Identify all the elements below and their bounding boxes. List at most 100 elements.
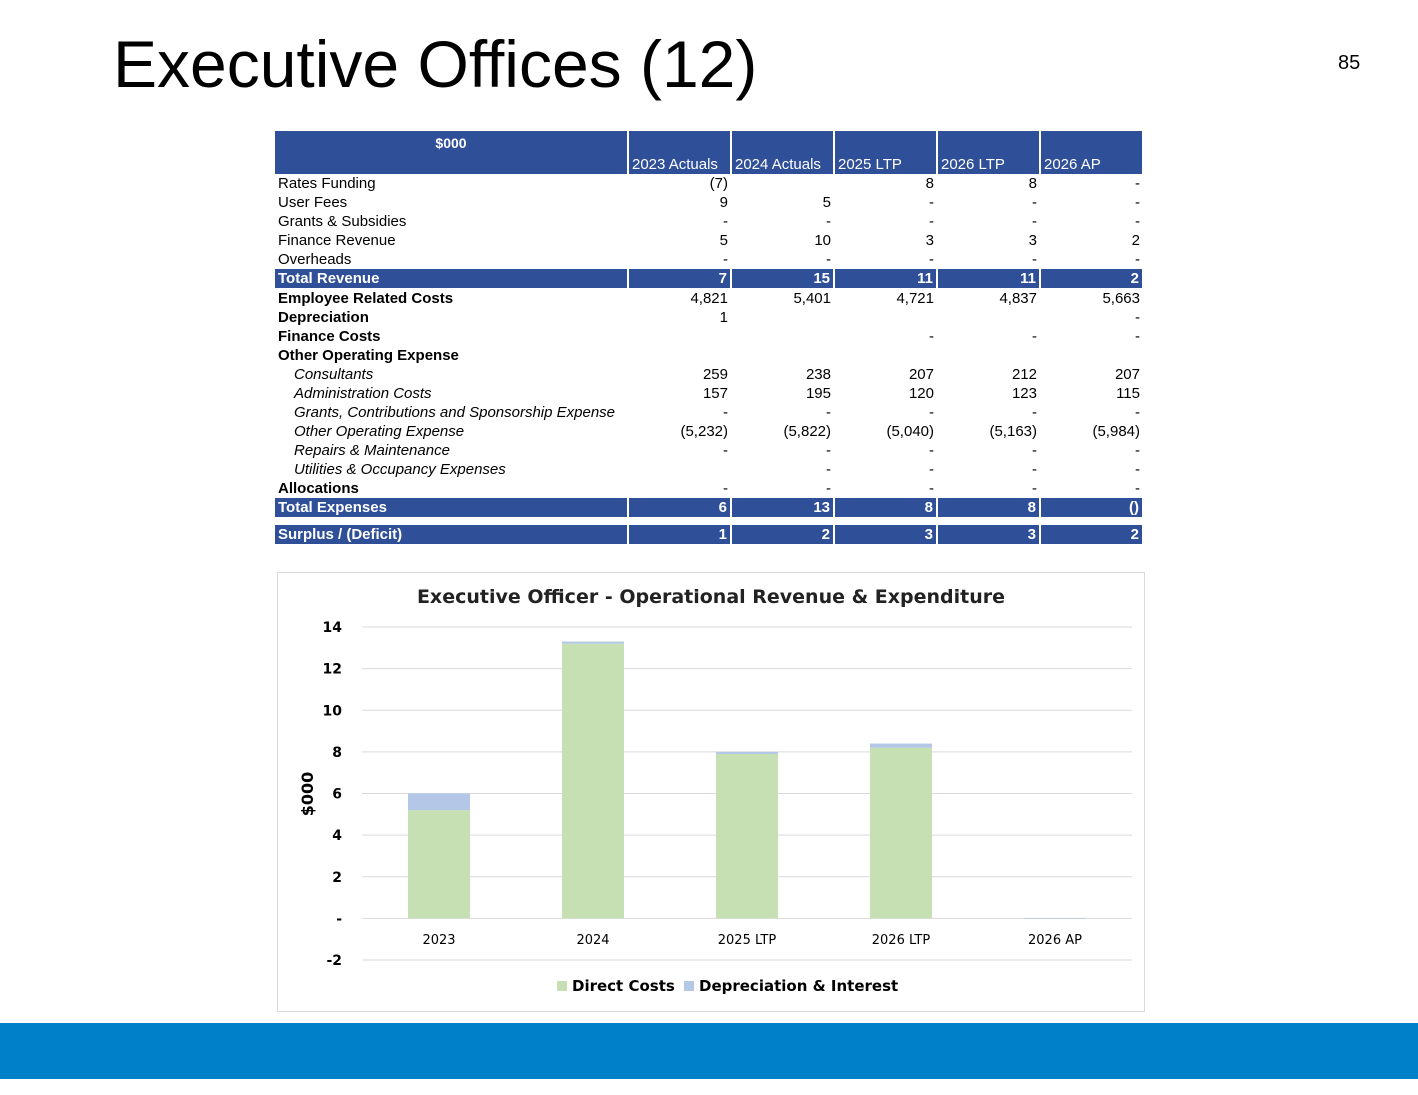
- cell-value: 8: [1028, 175, 1037, 192]
- table-row: Administration Costs 157 195 120 123 115: [275, 384, 1143, 403]
- cell-value: 238: [805, 366, 831, 383]
- row-label: Total Expenses: [275, 498, 629, 518]
- cell-value: 3: [925, 232, 934, 249]
- column-header: 2023 Actuals: [628, 155, 732, 174]
- cell-value: -: [929, 461, 934, 478]
- cell-value: 10: [814, 232, 831, 249]
- cell-value: 11: [834, 269, 938, 289]
- cell-value: -: [1135, 461, 1140, 478]
- cell-value: 5,663: [1102, 290, 1140, 307]
- cell-value: -: [929, 328, 934, 345]
- bar-chart: Executive Officer - Operational Revenue …: [298, 586, 1132, 995]
- bar-segment: [870, 747, 932, 919]
- table-row: Rates Funding (7) 8 8 -: [275, 174, 1143, 193]
- table-row: Overheads - - - - -: [275, 250, 1143, 269]
- row-label: User Fees: [278, 194, 348, 211]
- row-label: Grants & Subsidies: [278, 213, 407, 230]
- bar-segment: [562, 643, 624, 919]
- cell-value: 4,837: [999, 290, 1037, 307]
- table-row: Depreciation 1 -: [275, 308, 1143, 327]
- cell-value: 115: [1116, 385, 1140, 402]
- cell-value: -: [1135, 175, 1140, 192]
- row-label: Other Operating Expense: [278, 347, 459, 364]
- cell-value: 4,821: [690, 290, 728, 307]
- column-header: 2026 LTP: [937, 155, 1041, 174]
- cell-value: 259: [702, 366, 728, 383]
- x-tick-label: 2025 LTP: [718, 933, 777, 948]
- cell-value: 9: [719, 194, 728, 211]
- cell-value: 123: [1011, 385, 1037, 402]
- cell-value: -: [826, 461, 831, 478]
- y-tick-label: 2: [332, 870, 342, 886]
- cell-value: -: [929, 251, 934, 268]
- cell-value: -: [929, 442, 934, 459]
- cell-value: 2: [731, 525, 835, 545]
- cell-value: -: [1032, 442, 1037, 459]
- cell-value: -: [1032, 213, 1037, 230]
- cell-value: [834, 308, 937, 327]
- cell-value: 207: [908, 366, 934, 383]
- cell-value: 2: [1040, 525, 1144, 545]
- cell-value: -: [1135, 404, 1140, 421]
- cell-value: 3: [1028, 232, 1037, 249]
- table-row: Finance Revenue 5 10 3 3 2: [275, 231, 1143, 250]
- bar-segment: [408, 793, 470, 811]
- cell-value: -: [723, 251, 728, 268]
- column-header: 2026 AP: [1040, 155, 1144, 174]
- cell-value: 4,721: [896, 290, 934, 307]
- cell-value: [731, 327, 834, 346]
- cell-value: -: [929, 194, 934, 211]
- cell-value: 1: [719, 309, 728, 326]
- cell-value: -: [826, 404, 831, 421]
- cell-value: -: [1135, 309, 1140, 326]
- cell-value: 8: [834, 498, 938, 518]
- footer-bar: [0, 1023, 1418, 1079]
- bar-segment: [716, 753, 778, 919]
- legend-label: Direct Costs: [572, 977, 675, 995]
- cell-value: [628, 518, 731, 526]
- chart-frame: Executive Officer - Operational Revenue …: [277, 572, 1145, 1012]
- cell-value: [834, 346, 937, 365]
- unit-label: $000: [275, 131, 629, 155]
- bar-segment: [1024, 918, 1086, 919]
- cell-value: 5,401: [793, 290, 831, 307]
- cell-value: -: [1032, 461, 1037, 478]
- cell-value: 195: [805, 385, 831, 402]
- cell-value: -: [929, 480, 934, 497]
- cell-value: 212: [1011, 366, 1037, 383]
- cell-value: -: [1135, 328, 1140, 345]
- cell-value: -: [1135, 442, 1140, 459]
- cell-value: 1: [628, 525, 732, 545]
- cell-value: [937, 518, 1040, 526]
- row-label: Employee Related Costs: [278, 290, 454, 307]
- financial-table: $000 2023 Actuals 2024 Actuals 2025 LTP …: [275, 131, 1144, 545]
- cell-value: -: [1032, 251, 1037, 268]
- cell-value: (5,163): [989, 423, 1037, 440]
- cell-value: (): [1040, 498, 1144, 518]
- table-header-columns-row: 2023 Actuals 2024 Actuals 2025 LTP 2026 …: [275, 155, 1144, 174]
- cell-value: -: [826, 442, 831, 459]
- cell-value: 5: [719, 232, 728, 249]
- total-row: Total Expenses 6 13 8 8(): [275, 498, 1144, 518]
- cell-value: 8: [925, 175, 934, 192]
- cell-value: [937, 308, 1040, 327]
- cell-value: -: [826, 480, 831, 497]
- cell-value: 207: [1114, 366, 1140, 383]
- cell-value: 13: [731, 498, 835, 518]
- cell-value: [731, 174, 834, 193]
- cell-value: -: [929, 404, 934, 421]
- cell-value: [731, 308, 834, 327]
- row-label: Finance Revenue: [278, 232, 396, 249]
- cell-value: (5,040): [886, 423, 934, 440]
- cell-value: 2: [1131, 232, 1140, 249]
- cell-value: 6: [628, 498, 732, 518]
- cell-value: -: [826, 251, 831, 268]
- page-number: 85: [1338, 52, 1361, 74]
- row-label: Consultants: [294, 366, 374, 383]
- cell-value: -: [723, 442, 728, 459]
- table-row: Allocations - - - - -: [275, 479, 1143, 498]
- cell-value: (5,232): [680, 423, 728, 440]
- cell-value: [731, 518, 834, 526]
- x-tick-label: 2026 LTP: [872, 933, 931, 948]
- y-tick-label: 8: [332, 745, 342, 761]
